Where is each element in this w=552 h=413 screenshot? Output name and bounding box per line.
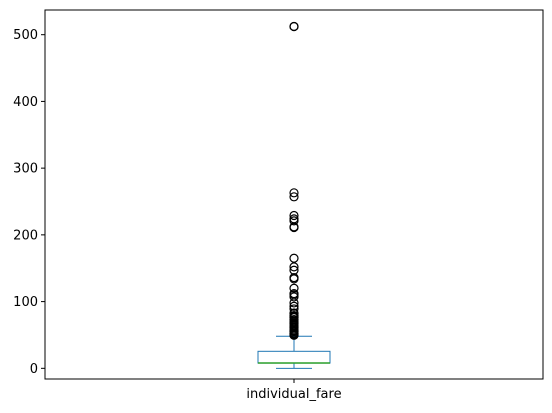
outlier-point bbox=[289, 192, 299, 202]
outlier-point bbox=[289, 216, 299, 226]
x-axis: individual_fare bbox=[246, 379, 342, 402]
outlier-point bbox=[289, 21, 299, 32]
box-individual-fare bbox=[257, 335, 331, 369]
y-tick-label: 500 bbox=[13, 28, 38, 43]
outlier-point bbox=[289, 188, 299, 198]
outlier-point bbox=[289, 292, 299, 302]
outlier-point bbox=[289, 262, 299, 272]
y-tick-label: 400 bbox=[13, 95, 38, 110]
outlier-point bbox=[289, 301, 299, 311]
x-tick-label: individual_fare bbox=[246, 387, 341, 402]
outlier-point bbox=[289, 274, 299, 284]
y-tick-label: 300 bbox=[13, 162, 38, 177]
outlier-point bbox=[289, 253, 299, 263]
y-axis: 0 100 200 300 400 500 bbox=[13, 28, 45, 377]
y-tick-label: 200 bbox=[13, 228, 38, 243]
outlier-point bbox=[289, 298, 299, 308]
y-tick-label: 0 bbox=[30, 362, 38, 377]
outlier-point bbox=[289, 222, 299, 233]
outlier-points bbox=[289, 21, 299, 340]
outlier-point bbox=[289, 283, 299, 293]
outlier-point bbox=[289, 210, 299, 221]
y-tick-label: 100 bbox=[13, 295, 38, 310]
outlier-point bbox=[289, 330, 299, 340]
outlier-point bbox=[289, 265, 299, 275]
